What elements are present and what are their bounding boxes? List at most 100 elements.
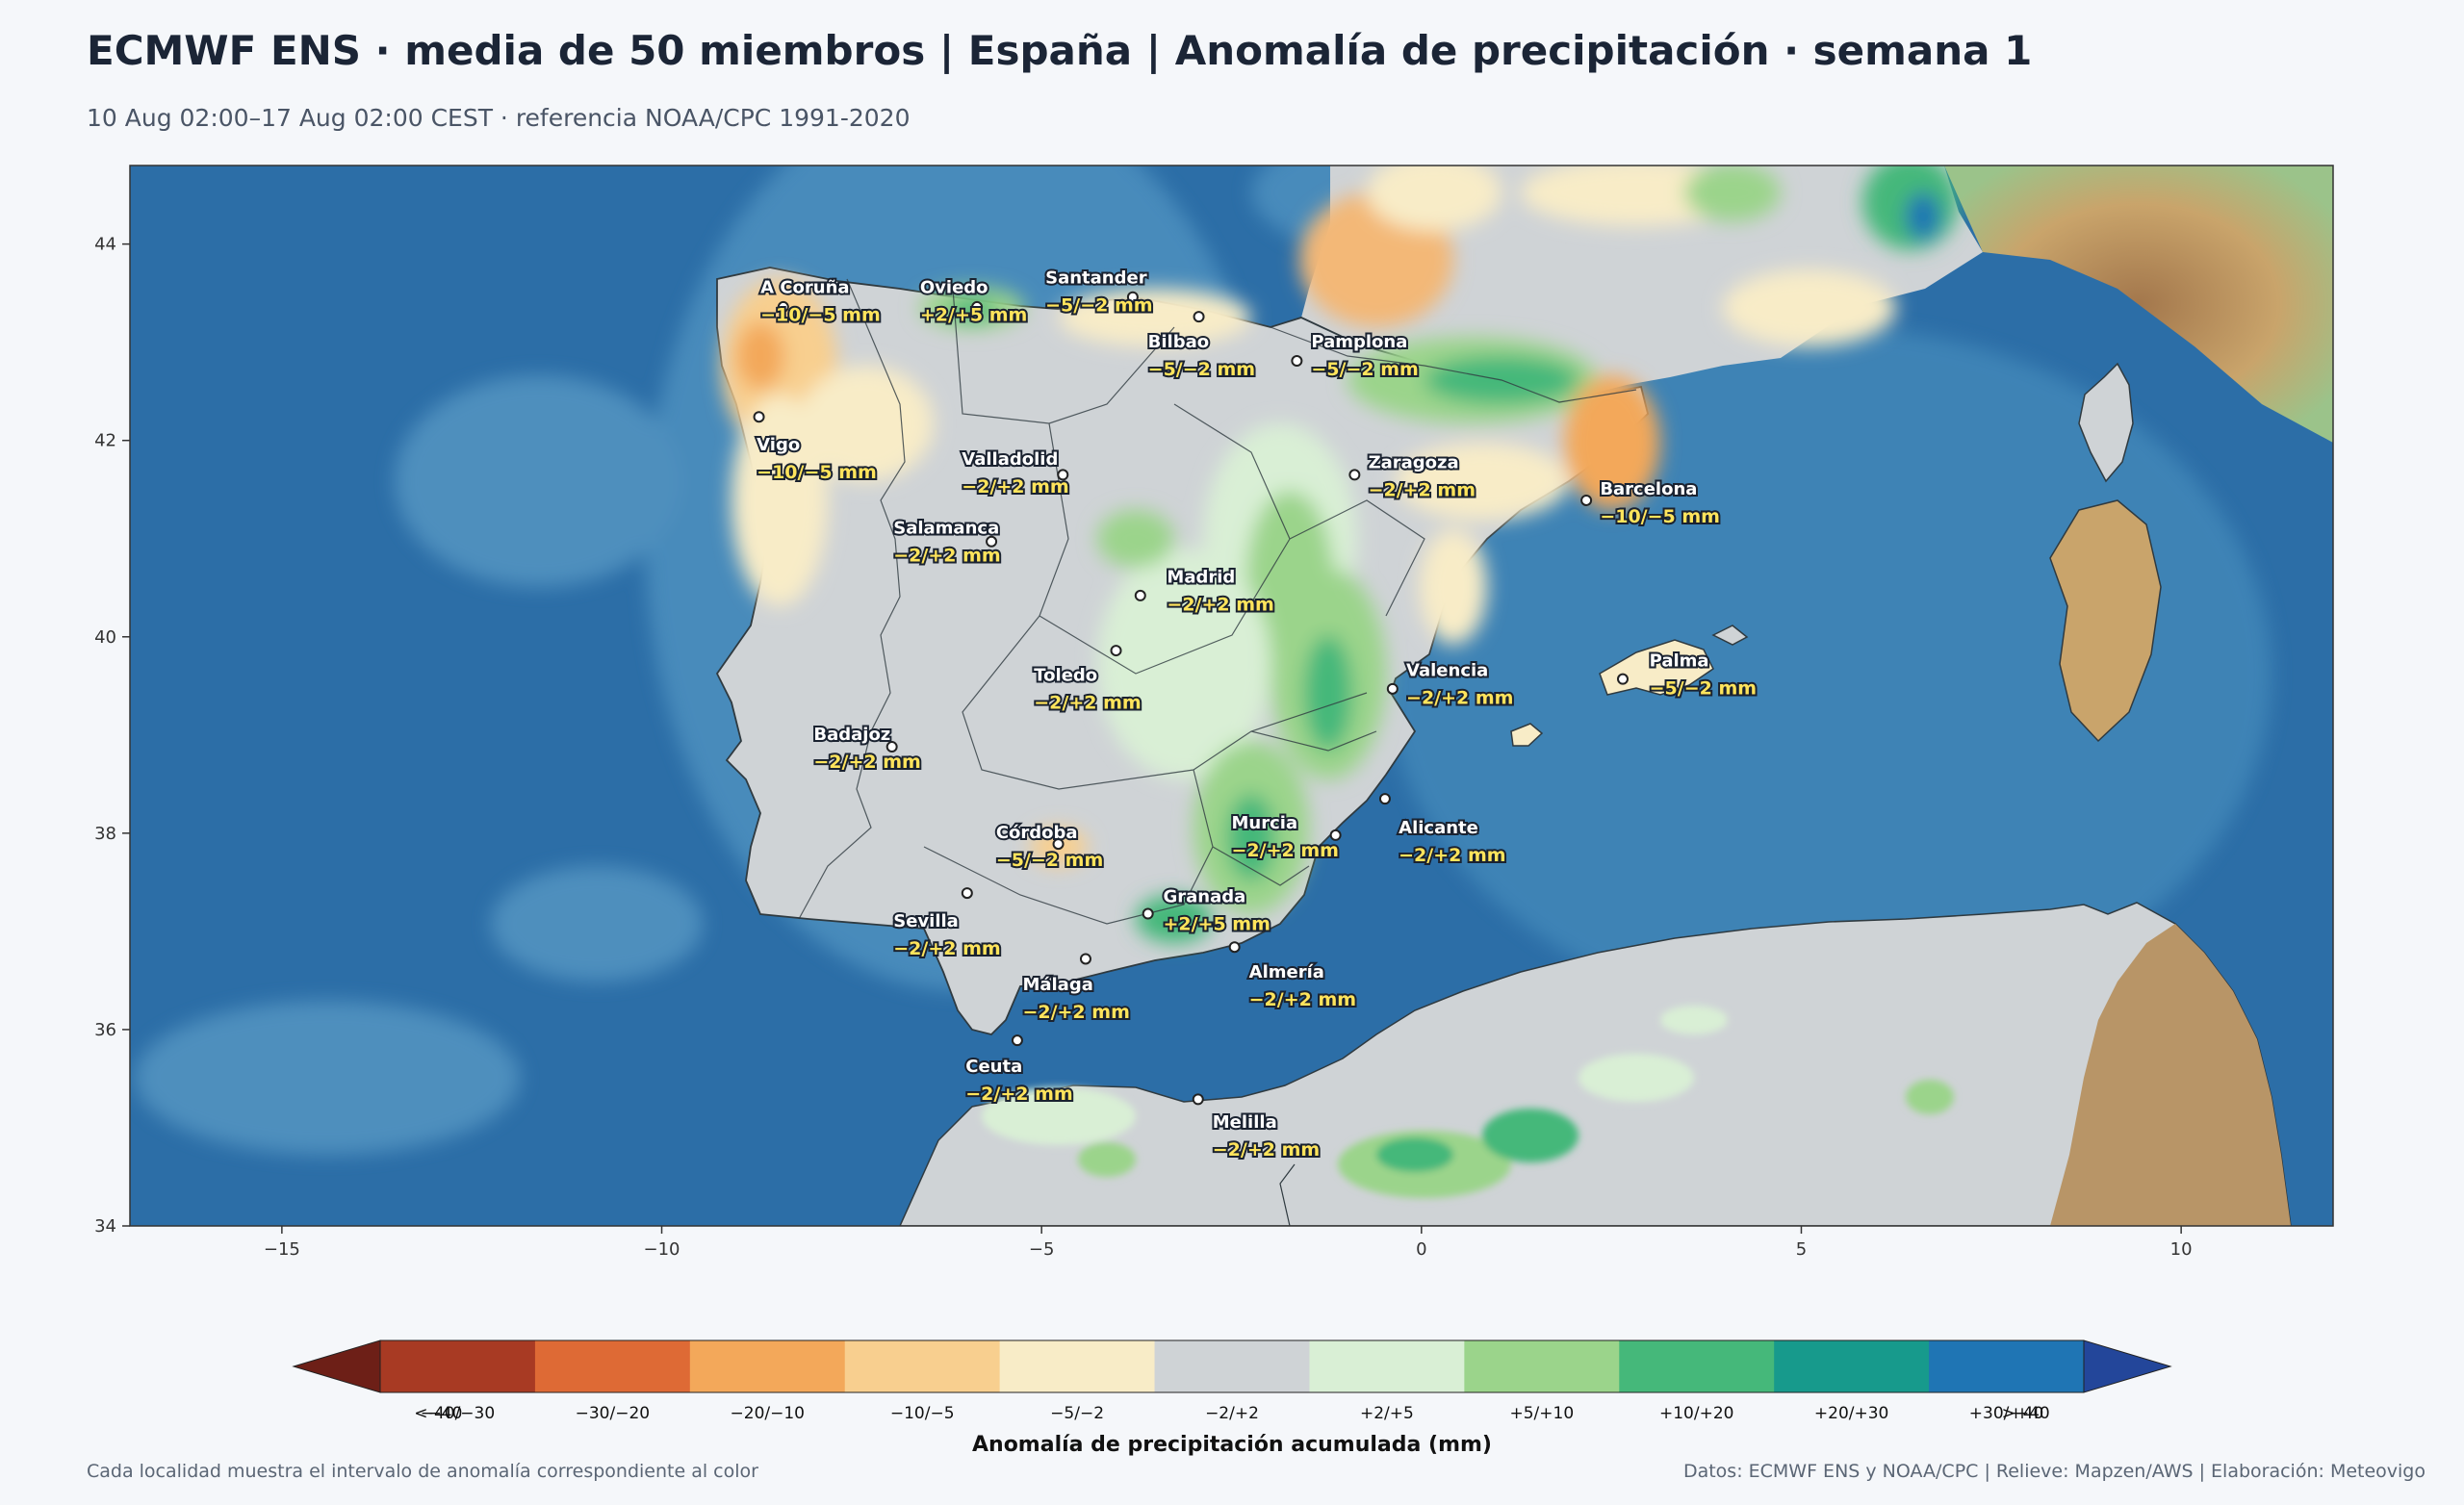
- sardinia: [2049, 499, 2162, 743]
- city-granada: Granada +2/+5 mm: [1142, 884, 1272, 936]
- colorbar-bin-label: −30/−20: [576, 1404, 650, 1423]
- city-anomaly-value: −2/+2 mm: [1369, 479, 1476, 500]
- colorbar-bin: [1774, 1340, 1930, 1392]
- city-anomaly-value: −2/+2 mm: [1034, 693, 1141, 714]
- city-name: Pamplona: [1311, 332, 1407, 352]
- tunisia-relief: [2050, 924, 2291, 1226]
- sea-shelf: [491, 866, 703, 982]
- colorbar-bin: [1154, 1340, 1310, 1392]
- city-name: Palma: [1650, 650, 1709, 671]
- wet-anomaly-cuenca: [1304, 635, 1352, 751]
- city-anomaly-value: −2/+2 mm: [1399, 845, 1505, 866]
- city-name: Bilbao: [1148, 332, 1209, 352]
- city-barcelona: Barcelona −10/−5 mm: [1580, 477, 1722, 529]
- city-marker: [1616, 673, 1629, 685]
- africa-wet-patch: [1078, 1142, 1136, 1177]
- city-marker: [1079, 953, 1091, 965]
- dry-anomaly-ebro: [1396, 443, 1569, 520]
- city-marker: [1134, 589, 1146, 601]
- city-marker: [1052, 838, 1065, 851]
- city-alicante: Alicante −2/+2 mm: [1378, 793, 1508, 868]
- city-vigo: Vigo −10/−5 mm: [753, 411, 879, 485]
- city-m-laga: Málaga −2/+2 mm: [1020, 953, 1132, 1025]
- border-spain-france: [1270, 326, 1637, 403]
- city-marker: [1348, 469, 1361, 481]
- colorbar-bin: [1464, 1340, 1620, 1392]
- lon-tick-label: 5: [1796, 1239, 1807, 1260]
- wet-anomaly-madrid: [1097, 510, 1174, 568]
- lon-tick-label: −5: [1029, 1239, 1055, 1260]
- colorbar-bin-label: +2/+5: [1360, 1404, 1414, 1423]
- city-anomaly-value: −2/+2 mm: [893, 938, 1000, 959]
- city-anomaly-value: −10/−5 mm: [757, 462, 877, 483]
- city-salamanca: Salamanca −2/+2 mm: [891, 517, 1002, 569]
- footer-credits: Datos: ECMWF ENS y NOAA/CPC | Relieve: M…: [1682, 1461, 2426, 1482]
- city-pamplona: Pamplona −5/−2 mm: [1291, 330, 1421, 382]
- lat-tick-label: 34: [94, 1216, 116, 1237]
- ibiza: [1510, 723, 1544, 747]
- colorbar-extend-right: [2083, 1339, 2172, 1393]
- city-name: Valencia: [1406, 661, 1488, 681]
- colorbar-bin-label: +30/+40: [1969, 1404, 2043, 1423]
- dry-anomaly-portugal-north: [732, 395, 828, 606]
- city-name: Ceuta: [965, 1057, 1022, 1077]
- city-anomaly-value: −2/+2 mm: [965, 1084, 1072, 1105]
- city-palma: Palma −5/−2 mm: [1616, 649, 1758, 701]
- city-name: Santander: [1045, 268, 1147, 288]
- city-marker: [986, 535, 998, 548]
- border-morocco-algeria: [1279, 1163, 1296, 1226]
- colorbar-bin-label: +10/+20: [1659, 1404, 1733, 1423]
- city-marker: [886, 741, 898, 753]
- wet-anomaly-murcia: [1227, 794, 1275, 880]
- city-marker: [1386, 682, 1399, 695]
- colorbar-title: Anomalía de precipitación acumulada (mm): [972, 1433, 1492, 1457]
- city-marker: [1126, 291, 1139, 303]
- city-a-coru-a: A Coruña −10/−5 mm: [758, 276, 883, 328]
- lon-tick-label: −10: [644, 1239, 680, 1260]
- border-portugal-spain: [798, 278, 906, 920]
- region-border: [1289, 499, 1425, 617]
- lat-tick-label: 44: [94, 235, 116, 255]
- dry-anomaly-valencia: [1420, 529, 1487, 645]
- city-bilbao: Bilbao −5/−2 mm: [1146, 311, 1257, 382]
- city-name: Sevilla: [893, 911, 959, 931]
- lon-tick-label: −15: [264, 1239, 300, 1260]
- alps-relief: [1944, 166, 2333, 443]
- africa-wet-patch: [1482, 1109, 1578, 1162]
- france-dry-patch: [1723, 269, 1896, 346]
- city-valencia: Valencia −2/+2 mm: [1386, 659, 1515, 711]
- city-name: Granada: [1163, 886, 1245, 906]
- africa-wet-patch: [1578, 1054, 1694, 1102]
- city-anomaly-value: −2/+2 mm: [893, 546, 1000, 567]
- footer-note: Cada localidad muestra el intervalo de a…: [87, 1461, 758, 1482]
- menorca: [1711, 625, 1749, 646]
- colorbar-bin-label: <−40: [414, 1404, 462, 1423]
- city-name: Salamanca: [893, 519, 999, 539]
- city-marker: [1291, 355, 1303, 368]
- city-name: Barcelona: [1600, 479, 1697, 499]
- city-anomaly-value: −2/+2 mm: [813, 752, 920, 773]
- page-subtitle: 10 Aug 02:00–17 Aug 02:00 CEST · referen…: [87, 104, 911, 132]
- france-wet-patch: [1906, 192, 1940, 241]
- region-border: [1212, 846, 1310, 886]
- city-anomaly-value: −2/+2 mm: [1167, 595, 1273, 616]
- city-toledo: Toledo −2/+2 mm: [1032, 645, 1143, 716]
- city-anomaly-value: −2/+2 mm: [1213, 1139, 1320, 1161]
- city-anomaly-value: −2/+2 mm: [1022, 1002, 1129, 1023]
- city-marker: [971, 300, 984, 313]
- africa-wet-patch: [1660, 1006, 1728, 1034]
- city-name: Málaga: [1022, 975, 1092, 995]
- city-anomaly-value: −5/−2 mm: [1148, 359, 1255, 380]
- colorbar-bin-label: −20/−10: [731, 1404, 805, 1423]
- city-marker: [961, 887, 973, 900]
- colorbar-bin: [689, 1340, 846, 1392]
- city-name: Vigo: [757, 435, 800, 455]
- city-marker: [1142, 907, 1154, 920]
- lat-tick-label: 42: [94, 431, 116, 451]
- city-ceuta: Ceuta −2/+2 mm: [963, 1034, 1075, 1107]
- city-anomaly-value: −2/+2 mm: [962, 476, 1068, 497]
- colorbar-bin: [1619, 1340, 1775, 1392]
- map-frame: [129, 165, 2334, 1227]
- city-marker: [1057, 469, 1069, 481]
